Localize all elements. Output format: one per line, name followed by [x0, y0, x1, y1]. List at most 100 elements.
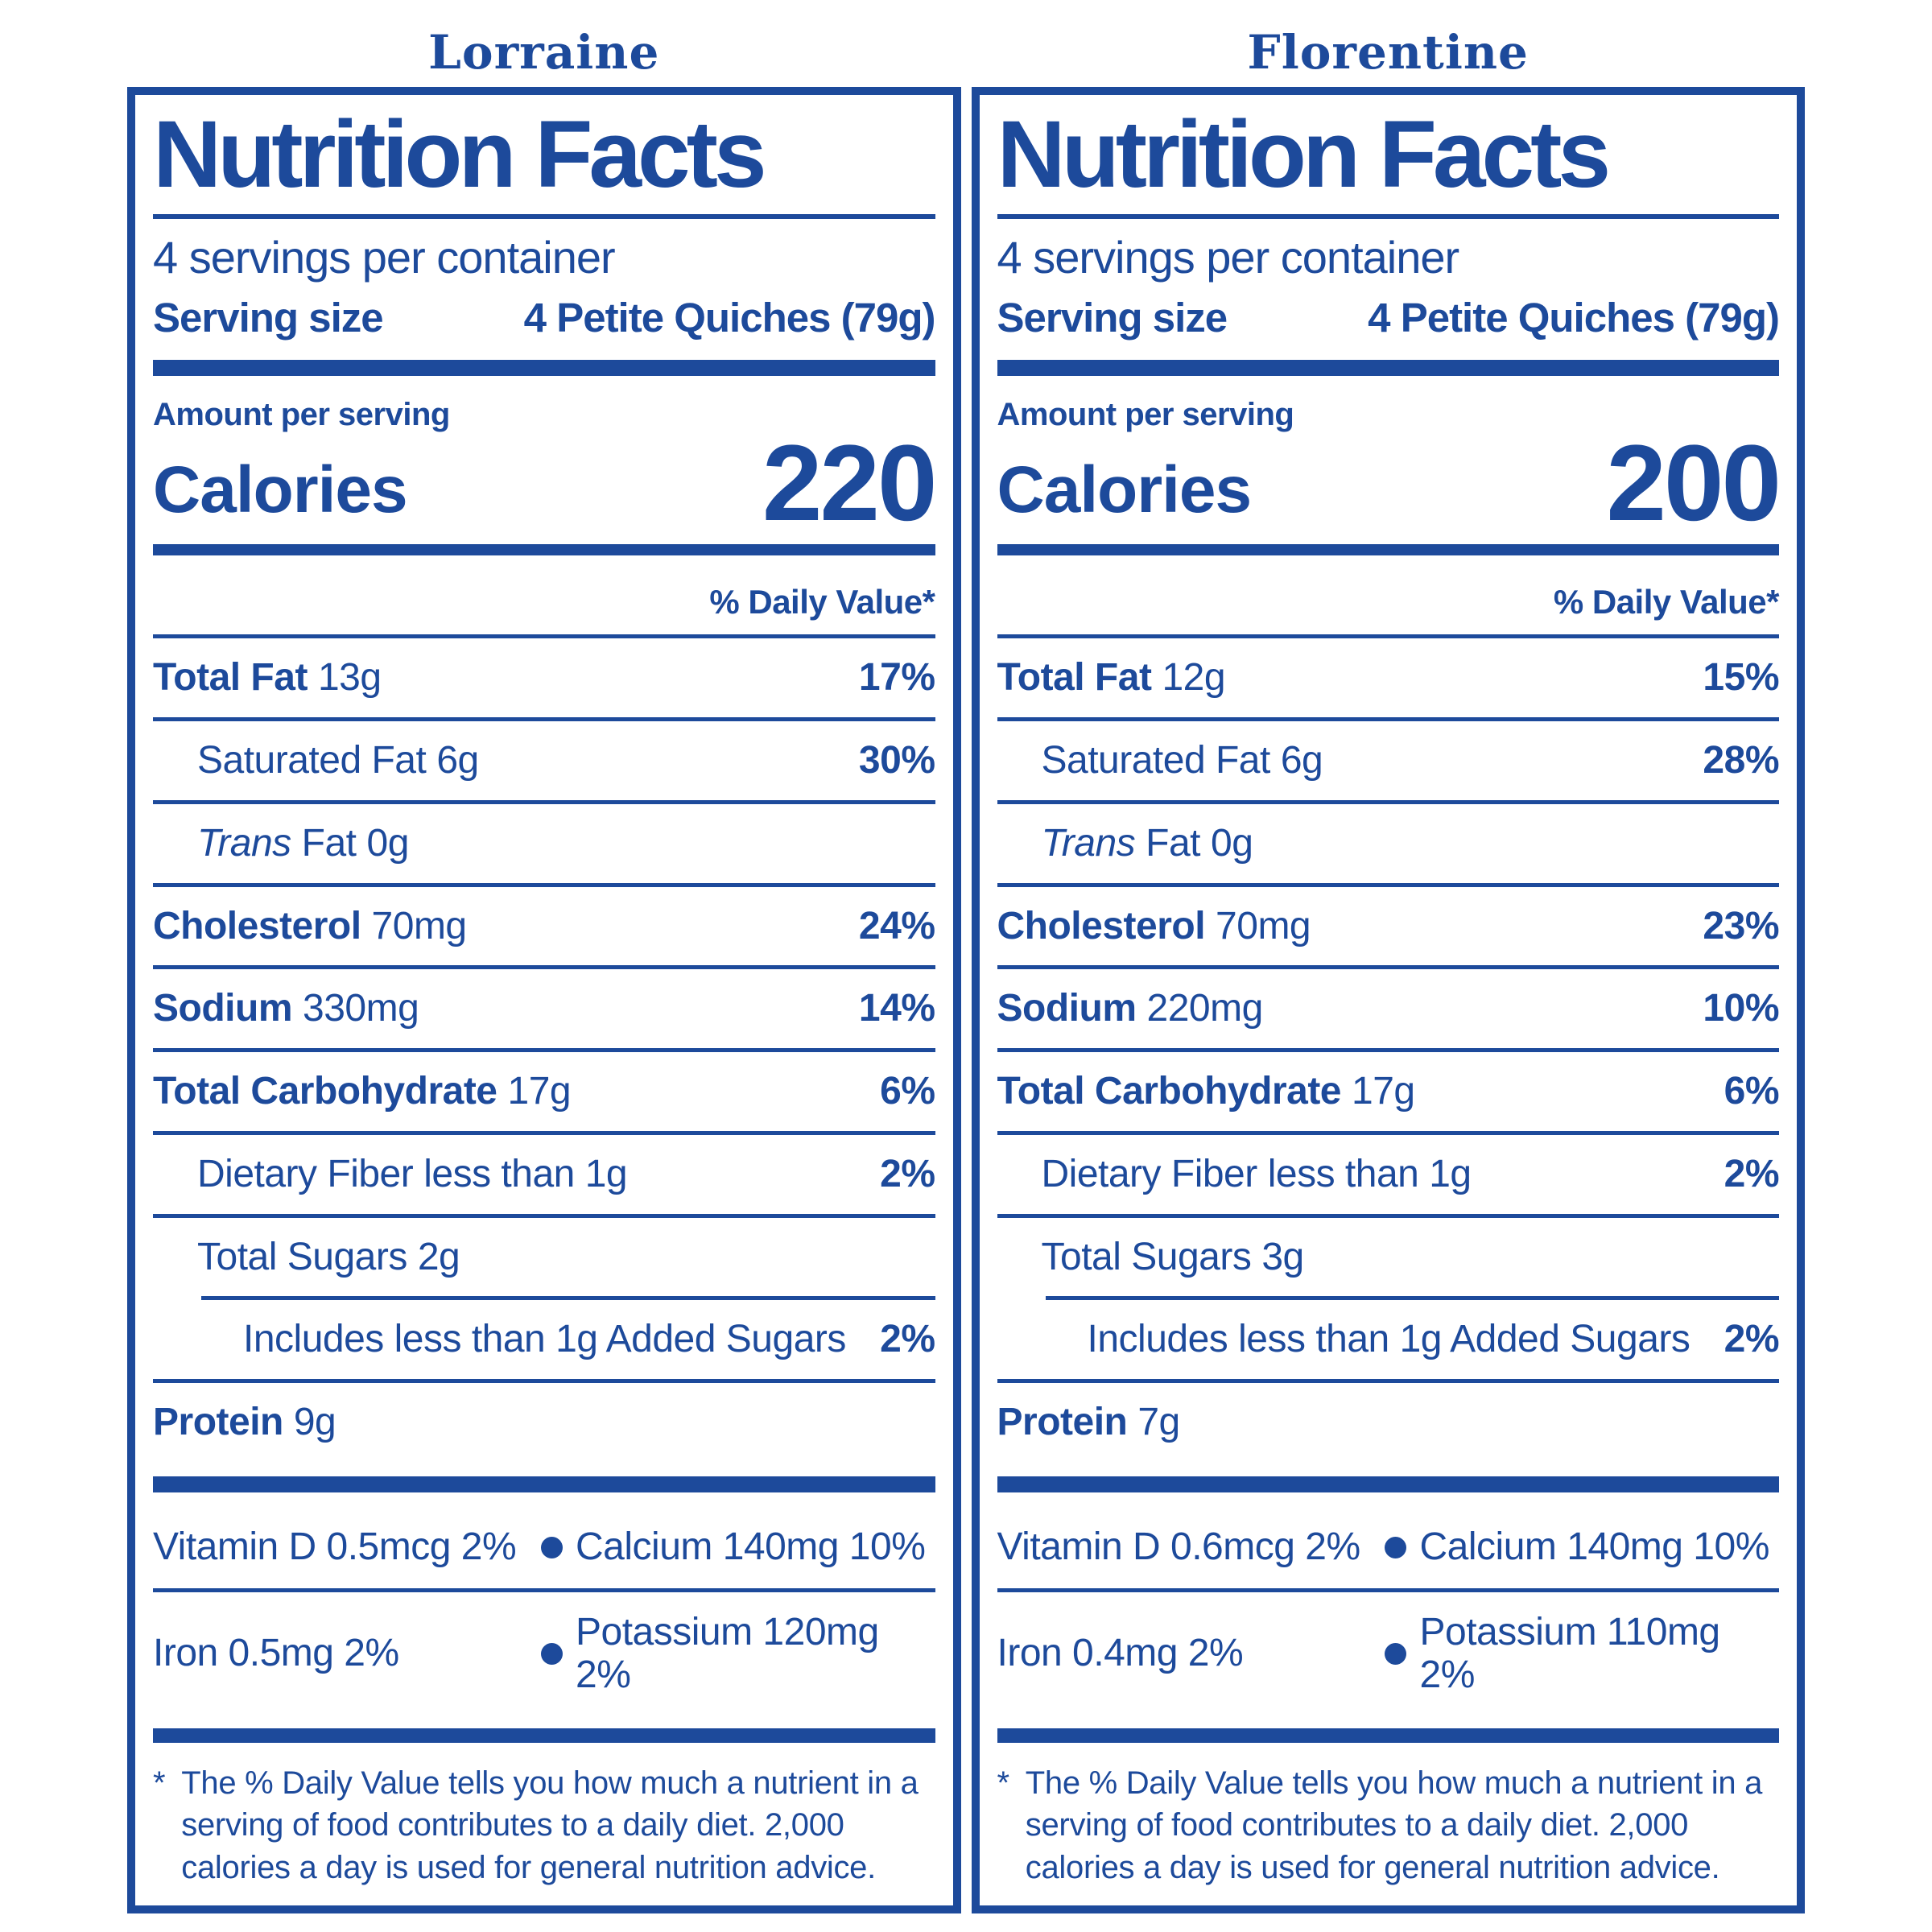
bullet-icon	[540, 1643, 563, 1666]
nutrient-dv: 15%	[1703, 656, 1779, 700]
nutrient-name: Dietary Fiber less than 1g	[1041, 1152, 1472, 1195]
nutrition-facts-box: Nutrition Facts 4 servings per container…	[971, 87, 1805, 1913]
nutrient-row-dietary-fiber: Dietary Fiber less than 1g 2%	[153, 1130, 935, 1214]
label-column-florentine: Florentine Nutrition Facts 4 servings pe…	[971, 0, 1805, 1913]
micro-right: Calcium 140mg 10%	[1419, 1525, 1770, 1568]
nutrient-dv: 2%	[880, 1318, 935, 1361]
thick-separator-bar	[153, 1476, 935, 1492]
thick-separator-bar	[997, 1728, 1779, 1743]
nutrient-name: Includes less than 1g Added Sugars	[1087, 1318, 1690, 1361]
calories-value: 220	[762, 423, 938, 543]
amount-per-serving-label: Amount per serving	[153, 396, 450, 432]
nutrient-row-total-fat: Total Fat 13g 17%	[153, 638, 935, 717]
amount-per-serving-label: Amount per serving	[997, 396, 1294, 432]
nutrient-row-total-carbohydrate: Total Carbohydrate 17g 6%	[153, 1048, 935, 1131]
nutrient-row-total-fat: Total Fat 12g 15%	[997, 638, 1780, 717]
nutrient-name: Protein 9g	[153, 1401, 336, 1443]
calories-label: Calories	[997, 452, 1253, 526]
micro-left: Iron 0.5mg 2%	[153, 1632, 399, 1675]
nutrient-row-cholesterol: Cholesterol 70mg 23%	[997, 882, 1779, 966]
footnote-star: *	[153, 1765, 166, 1801]
nutrient-rows: Total Fat 12g 15% Saturated Fat 6g 28% Tra…	[997, 634, 1780, 1462]
calories-row: Calories 220	[153, 423, 938, 543]
nutrient-row-sodium: Sodium 330mg 14%	[153, 965, 935, 1048]
micro-left: Vitamin D 0.5mcg 2%	[153, 1525, 517, 1568]
nutrient-name: Total Carbohydrate 17g	[153, 1070, 572, 1113]
nutrient-row-trans-fat: Trans Fat 0g	[997, 799, 1779, 883]
nutrient-row-protein: Protein 7g	[997, 1379, 1779, 1462]
nutrient-row-total-sugars: Total Sugars 3g	[997, 1213, 1779, 1297]
variant-title: Lorraine	[428, 25, 660, 80]
serving-size-label: Serving size	[997, 295, 1228, 341]
micro-right: Potassium 110mg 2%	[1419, 1610, 1721, 1696]
footnote-star: *	[997, 1765, 1010, 1801]
nutrient-name: Trans Fat 0g	[1041, 821, 1253, 865]
servings-per-container: 4 servings per container	[153, 232, 616, 283]
nutrient-name: Total Fat 12g	[997, 656, 1226, 700]
nutrient-name: Includes less than 1g Added Sugars	[243, 1318, 846, 1361]
micro-row: Vitamin D 0.6mcg 2% Calcium 140mg 10%	[997, 1507, 1780, 1588]
serving-size-row: Serving size 4 Petite Quiches (79g)	[153, 291, 935, 345]
medium-separator-bar	[153, 543, 935, 556]
nutrient-row-added-sugars: Includes less than 1g Added Sugars 2%	[201, 1296, 935, 1379]
daily-value-header: % Daily Value*	[1553, 583, 1780, 621]
micronutrients: Vitamin D 0.5mcg 2% Calcium 140mg 10% Ir…	[153, 1507, 935, 1715]
nutrient-dv: 23%	[1703, 904, 1779, 947]
micro-row: Iron 0.4mg 2% Potassium 110mg 2%	[997, 1587, 1779, 1716]
nutrition-facts-box: Nutrition Facts 4 servings per container…	[127, 87, 961, 1913]
nutrient-name: Sodium 330mg	[153, 987, 419, 1030]
calories-label: Calories	[153, 452, 408, 526]
nutrient-row-trans-fat: Trans Fat 0g	[153, 799, 935, 883]
nutrient-row-added-sugars: Includes less than 1g Added Sugars 2%	[1045, 1296, 1780, 1379]
nutrient-row-total-sugars: Total Sugars 2g	[153, 1213, 935, 1297]
footnote-text: The % Daily Value tells you how much a n…	[181, 1765, 919, 1886]
footnote-text: The % Daily Value tells you how much a n…	[1025, 1765, 1763, 1886]
nutrient-row-cholesterol: Cholesterol 70mg 24%	[153, 882, 935, 966]
nutrient-dv: 14%	[858, 987, 935, 1030]
nutrient-row-total-carbohydrate: Total Carbohydrate 17g 6%	[997, 1048, 1780, 1131]
micronutrients: Vitamin D 0.6mcg 2% Calcium 140mg 10% Ir…	[997, 1507, 1780, 1716]
serving-size-value: 4 Petite Quiches (79g)	[1368, 295, 1780, 341]
nutrient-dv: 17%	[858, 656, 935, 700]
thick-separator-bar	[153, 359, 935, 376]
nutrient-row-saturated-fat: Saturated Fat 6g 30%	[153, 717, 935, 800]
nutrient-name: Sodium 220mg	[997, 987, 1264, 1030]
nutrient-row-saturated-fat: Saturated Fat 6g 28%	[997, 717, 1779, 800]
footnote: * The % Daily Value tells you how much a…	[997, 1762, 1780, 1889]
nutrient-name: Saturated Fat 6g	[197, 739, 479, 782]
nutrient-dv: 24%	[858, 904, 935, 947]
thick-separator-bar	[997, 1476, 1779, 1492]
nutrient-name: Cholesterol 70mg	[153, 904, 467, 947]
nutrient-dv: 2%	[1724, 1152, 1780, 1195]
daily-value-header: % Daily Value*	[709, 583, 935, 621]
nutrient-name: Total Sugars 2g	[197, 1235, 460, 1278]
nutrient-name: Dietary Fiber less than 1g	[197, 1152, 628, 1195]
footnote: * The % Daily Value tells you how much a…	[153, 1762, 935, 1889]
nutrient-name: Total Sugars 3g	[1041, 1235, 1305, 1278]
variant-title: Florentine	[1247, 25, 1529, 80]
nutrient-dv: 30%	[858, 739, 935, 782]
nutrient-dv: 10%	[1703, 987, 1779, 1030]
micro-right: Calcium 140mg 10%	[576, 1525, 926, 1568]
nutrient-row-dietary-fiber: Dietary Fiber less than 1g 2%	[997, 1130, 1780, 1214]
servings-per-container: 4 servings per container	[997, 232, 1460, 283]
serving-size-row: Serving size 4 Petite Quiches (79g)	[997, 291, 1780, 345]
thick-separator-bar	[997, 359, 1779, 376]
nutrient-name: Total Carbohydrate 17g	[997, 1070, 1416, 1113]
nutrient-name: Total Fat 13g	[153, 656, 382, 700]
serving-size-label: Serving size	[153, 295, 384, 341]
nutrient-dv: 6%	[1724, 1070, 1780, 1113]
micro-left: Iron 0.4mg 2%	[997, 1632, 1244, 1675]
bullet-icon	[1385, 1643, 1406, 1666]
nutrient-row-sodium: Sodium 220mg 10%	[997, 965, 1779, 1048]
nutrient-dv: 2%	[1724, 1318, 1780, 1361]
serving-size-value: 4 Petite Quiches (79g)	[523, 295, 936, 341]
calories-row: Calories 200	[997, 429, 1781, 537]
nutrient-name: Trans Fat 0g	[197, 821, 409, 865]
bullet-icon	[540, 1536, 563, 1558]
nutrient-name: Cholesterol 70mg	[997, 904, 1311, 947]
micro-right: Potassium 120mg 2%	[576, 1610, 879, 1696]
medium-separator-bar	[997, 543, 1779, 556]
nutrient-row-protein: Protein 9g	[153, 1379, 935, 1462]
